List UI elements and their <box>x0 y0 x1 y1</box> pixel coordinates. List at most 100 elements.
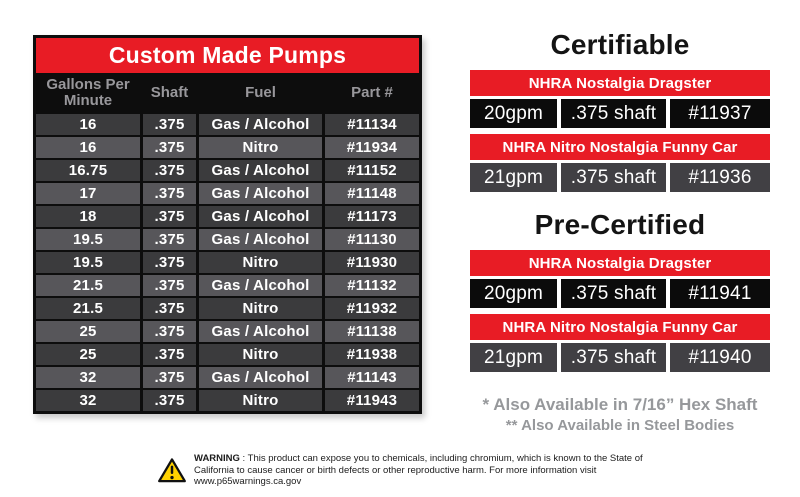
table-cell: .375 <box>140 321 196 342</box>
table-cell: #11173 <box>322 206 419 227</box>
cert-spec-row: 20gpm .375 shaft #11941 <box>470 279 770 308</box>
table-cell: #11943 <box>322 390 419 411</box>
cert-class-banner: NHRA Nostalgia Dragster <box>470 70 770 96</box>
table-cell: .375 <box>140 344 196 365</box>
table-cell: .375 <box>140 137 196 158</box>
table-row: 19.5 .375 Gas / Alcohol #11130 <box>36 227 419 250</box>
table-cell: Nitro <box>196 137 322 158</box>
spec-part: #11937 <box>670 99 770 128</box>
table-cell: #11130 <box>322 229 419 250</box>
table-cell: #11132 <box>322 275 419 296</box>
table-row: 25 .375 Gas / Alcohol #11138 <box>36 319 419 342</box>
spec-part: #11940 <box>670 343 770 372</box>
table-cell: 32 <box>79 392 97 409</box>
table-cell: 21.5 <box>73 300 103 317</box>
pump-table-body: 16.375 Gas / Alcohol #11134 16.375 Nitro #119… <box>36 112 419 411</box>
footnote-steel-bodies: ** Also Available in Steel Bodies <box>505 417 735 434</box>
table-cell: Gas / Alcohol <box>196 183 322 204</box>
table-row: 32 .375 Nitro #11943 <box>36 388 419 411</box>
table-cell: Nitro <box>196 252 322 273</box>
table-cell: 16.75 <box>68 162 108 179</box>
table-cell: #11152 <box>322 160 419 181</box>
table-cell: Gas / Alcohol <box>196 160 322 181</box>
spec-shaft: .375 shaft <box>561 163 666 192</box>
column-header: Part # <box>322 73 419 112</box>
table-cell: .375 <box>140 252 196 273</box>
table-cell: #11934 <box>322 137 419 158</box>
table-cell: .375 <box>140 298 196 319</box>
column-header: Fuel <box>196 73 322 112</box>
warning-body: : This product can expose you to chemica… <box>194 453 643 487</box>
table-cell: 19.5 <box>73 254 103 271</box>
table-cell: 16 <box>79 139 97 156</box>
table-row: 16.75 .375 Gas / Alcohol #11152 <box>36 158 419 181</box>
spec-gpm: 21gpm <box>470 343 557 372</box>
table-cell: .375 <box>140 229 196 250</box>
table-cell: Gas / Alcohol <box>196 367 322 388</box>
table-row: 19.5 .375 Nitro #11930 <box>36 250 419 273</box>
spec-shaft: .375 shaft <box>561 343 666 372</box>
spec-gpm: 20gpm <box>470 99 557 128</box>
table-cell: .375 <box>140 114 196 135</box>
table-row: 21.5 .375 Nitro #11932 <box>36 296 419 319</box>
table-cell: 17 <box>79 185 97 202</box>
table-cell: 18 <box>79 208 97 225</box>
table-cell: #11134 <box>322 114 419 135</box>
table-cell: .375 <box>140 183 196 204</box>
table-cell: Gas / Alcohol <box>196 229 322 250</box>
table-cell: Gas / Alcohol <box>196 275 322 296</box>
pump-table-title: Custom Made Pumps <box>36 38 419 73</box>
certifiable-section: Certifiable NHRA Nostalgia Dragster 20gp… <box>470 28 770 192</box>
table-cell: 25 <box>79 323 97 340</box>
table-cell: 25 <box>79 346 97 363</box>
table-cell: #11932 <box>322 298 419 319</box>
cert-spec-row: 20gpm .375 shaft #11937 <box>470 99 770 128</box>
table-cell: 32 <box>79 369 97 386</box>
table-cell: #11930 <box>322 252 419 273</box>
table-cell: #11938 <box>322 344 419 365</box>
pre-certified-title: Pre-Certified <box>534 209 706 240</box>
table-cell: .375 <box>140 390 196 411</box>
table-cell: Nitro <box>196 298 322 319</box>
table-cell: Gas / Alcohol <box>196 321 322 342</box>
table-cell: #11138 <box>322 321 419 342</box>
table-cell: #11143 <box>322 367 419 388</box>
cert-spec-row: 21gpm .375 shaft #11936 <box>470 163 770 192</box>
warning-text: WARNING : This product can expose you to… <box>194 453 643 488</box>
spec-shaft: .375 shaft <box>561 99 666 128</box>
pre-certified-section: Pre-Certified NHRA Nostalgia Dragster 20… <box>470 208 770 372</box>
table-cell: 21.5 <box>73 277 103 294</box>
certifiable-title: Certifiable <box>550 29 690 60</box>
footnotes: * Also Available in 7/16” Hex Shaft ** A… <box>470 394 770 436</box>
table-cell: Gas / Alcohol <box>196 114 322 135</box>
table-cell: #11148 <box>322 183 419 204</box>
cert-class-banner: NHRA Nostalgia Dragster <box>470 250 770 276</box>
table-cell: 16 <box>79 116 97 133</box>
table-row: 25 .375 Nitro #11938 <box>36 342 419 365</box>
pump-spec-table: Custom Made Pumps Gallons Per Minute Shaf… <box>33 35 422 414</box>
certification-panel: Certifiable NHRA Nostalgia Dragster 20gp… <box>470 28 770 436</box>
table-row: 16 .375 Gas / Alcohol #11134 <box>36 112 419 135</box>
column-header: Shaft <box>140 73 196 112</box>
table-row: 17 .375 Gas / Alcohol #11148 <box>36 181 419 204</box>
warning-triangle-icon <box>158 458 186 482</box>
prop65-warning: WARNING : This product can expose you to… <box>157 453 643 488</box>
table-row: 16 .375 Nitro #11934 <box>36 135 419 158</box>
cert-class-banner: NHRA Nitro Nostalgia Funny Car <box>470 314 770 340</box>
spec-part: #11936 <box>670 163 770 192</box>
table-cell: Nitro <box>196 390 322 411</box>
warning-label: WARNING <box>194 453 240 464</box>
cert-class-banner: NHRA Nitro Nostalgia Funny Car <box>470 134 770 160</box>
cert-spec-row: 21gpm .375 shaft #11940 <box>470 343 770 372</box>
table-cell: .375 <box>140 275 196 296</box>
spec-gpm: 20gpm <box>470 279 557 308</box>
table-cell: 19.5 <box>73 231 103 248</box>
table-row: 18 .375 Gas / Alcohol #11173 <box>36 204 419 227</box>
pump-table-header-row: Gallons Per Minute Shaft Fuel Part # <box>36 73 419 112</box>
spec-gpm: 21gpm <box>470 163 557 192</box>
spec-part: #11941 <box>670 279 770 308</box>
table-cell: Nitro <box>196 344 322 365</box>
column-header: Gallons Per Minute <box>46 75 130 109</box>
table-cell: .375 <box>140 367 196 388</box>
table-cell: .375 <box>140 206 196 227</box>
